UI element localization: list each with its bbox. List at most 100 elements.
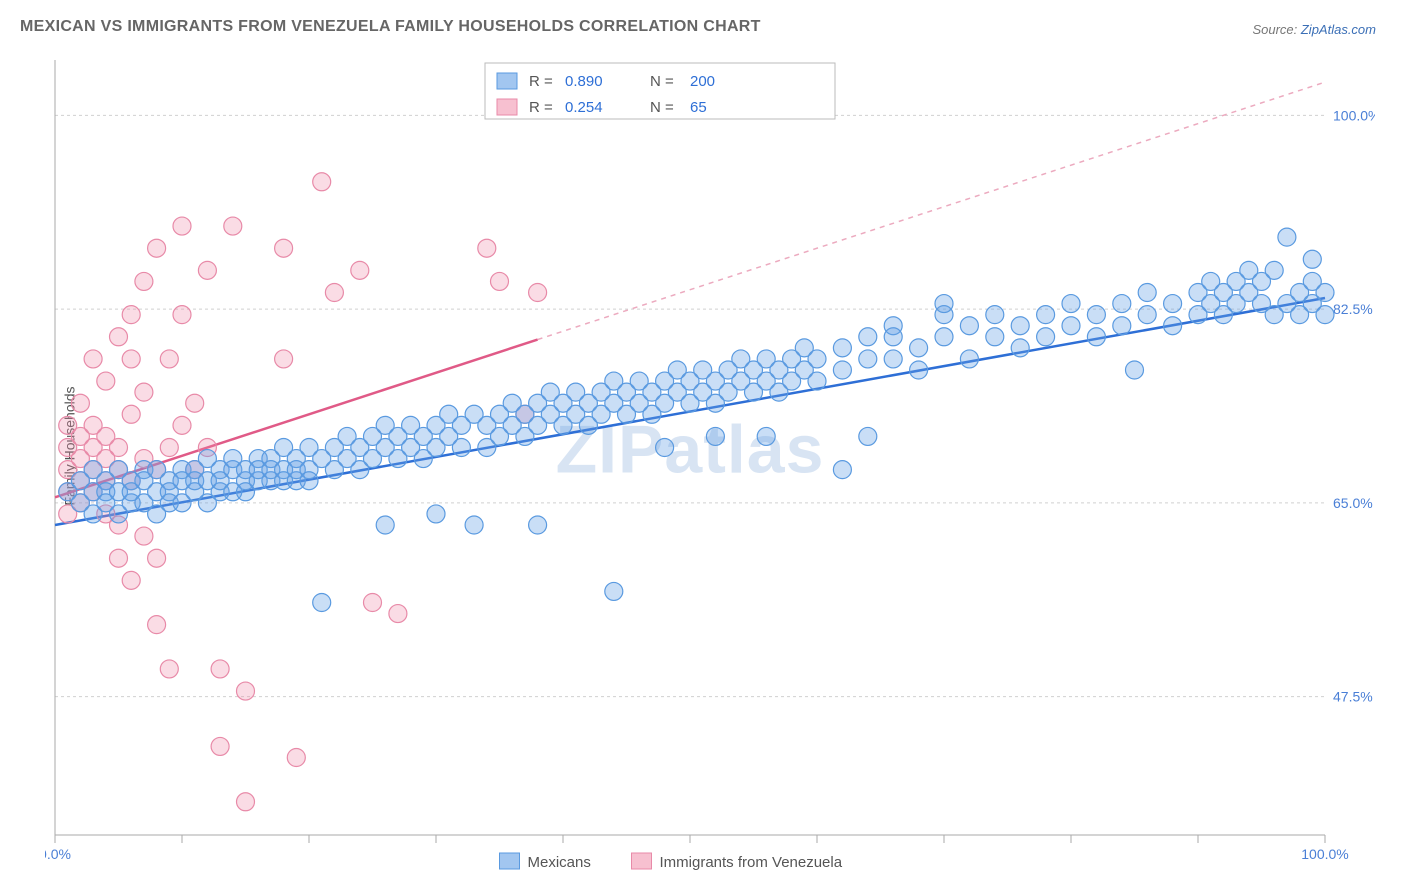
series-legend-swatch	[500, 853, 520, 869]
data-point-blue	[313, 594, 331, 612]
data-point-blue	[960, 350, 978, 368]
data-point-blue	[935, 295, 953, 313]
data-point-pink	[275, 350, 293, 368]
data-point-pink	[275, 239, 293, 257]
legend-swatch	[497, 99, 517, 115]
legend-r-label: R =	[529, 99, 553, 116]
data-point-pink	[148, 616, 166, 634]
y-tick-label: 65.0%	[1333, 495, 1373, 511]
data-point-blue	[808, 350, 826, 368]
legend-n-label: N =	[650, 99, 674, 116]
data-point-pink	[478, 239, 496, 257]
data-point-pink	[325, 284, 343, 302]
data-point-blue	[1113, 295, 1131, 313]
data-point-blue	[1087, 306, 1105, 324]
data-point-blue	[1316, 306, 1334, 324]
data-point-pink	[173, 416, 191, 434]
data-point-blue	[1138, 284, 1156, 302]
y-tick-label: 47.5%	[1333, 689, 1373, 705]
data-point-pink	[389, 605, 407, 623]
data-point-blue	[859, 427, 877, 445]
legend-r-value: 0.254	[565, 99, 603, 116]
data-point-blue	[1126, 361, 1144, 379]
y-tick-label: 82.5%	[1333, 301, 1373, 317]
data-point-pink	[160, 660, 178, 678]
data-point-blue	[1316, 284, 1334, 302]
data-point-blue	[427, 505, 445, 523]
data-point-pink	[122, 306, 140, 324]
data-point-blue	[529, 516, 547, 534]
data-point-blue	[1113, 317, 1131, 335]
data-point-pink	[186, 394, 204, 412]
data-point-pink	[160, 439, 178, 457]
data-point-blue	[452, 439, 470, 457]
data-point-pink	[110, 328, 128, 346]
data-point-pink	[122, 571, 140, 589]
legend-n-value: 200	[690, 73, 715, 90]
series-legend-label: Mexicans	[528, 854, 591, 871]
data-point-pink	[173, 217, 191, 235]
source-name: ZipAtlas.com	[1301, 22, 1376, 37]
correlation-scatter-chart: 47.5%65.0%82.5%100.0%ZIPatlas0.0%100.0%R…	[45, 55, 1375, 883]
data-point-blue	[833, 339, 851, 357]
data-point-pink	[173, 306, 191, 324]
legend-r-value: 0.890	[565, 73, 603, 90]
data-point-blue	[1087, 328, 1105, 346]
data-point-blue	[1303, 250, 1321, 268]
data-point-pink	[135, 383, 153, 401]
data-point-pink	[71, 394, 89, 412]
data-point-pink	[84, 350, 102, 368]
data-point-pink	[122, 350, 140, 368]
data-point-blue	[757, 427, 775, 445]
data-point-blue	[1037, 306, 1055, 324]
data-point-blue	[935, 328, 953, 346]
data-point-pink	[211, 737, 229, 755]
data-point-pink	[110, 549, 128, 567]
data-point-blue	[1011, 317, 1029, 335]
legend-r-label: R =	[529, 73, 553, 90]
legend-n-value: 65	[690, 99, 707, 116]
data-point-blue	[300, 472, 318, 490]
data-point-blue	[656, 439, 674, 457]
data-point-blue	[376, 516, 394, 534]
data-point-blue	[1037, 328, 1055, 346]
data-point-blue	[1138, 306, 1156, 324]
chart-title: MEXICAN VS IMMIGRANTS FROM VENEZUELA FAM…	[20, 18, 761, 36]
data-point-pink	[198, 261, 216, 279]
data-point-pink	[148, 549, 166, 567]
data-point-blue	[859, 350, 877, 368]
series-legend-label: Immigrants from Venezuela	[660, 854, 843, 871]
data-point-pink	[529, 284, 547, 302]
data-point-blue	[465, 516, 483, 534]
x-tick-label: 100.0%	[1301, 846, 1348, 862]
data-point-pink	[160, 350, 178, 368]
data-point-pink	[351, 261, 369, 279]
data-point-pink	[313, 173, 331, 191]
data-point-pink	[97, 372, 115, 390]
data-point-pink	[491, 272, 509, 290]
data-point-pink	[287, 749, 305, 767]
x-tick-label: 0.0%	[45, 846, 71, 862]
data-point-blue	[986, 306, 1004, 324]
data-point-blue	[1265, 261, 1283, 279]
data-point-pink	[135, 272, 153, 290]
data-point-pink	[122, 405, 140, 423]
data-point-blue	[833, 461, 851, 479]
data-point-pink	[224, 217, 242, 235]
data-point-blue	[1011, 339, 1029, 357]
data-point-blue	[884, 350, 902, 368]
source-attribution: Source: ZipAtlas.com	[1252, 22, 1376, 37]
data-point-blue	[833, 361, 851, 379]
data-point-blue	[986, 328, 1004, 346]
data-point-blue	[884, 328, 902, 346]
data-point-blue	[706, 427, 724, 445]
data-point-blue	[910, 339, 928, 357]
data-point-pink	[148, 239, 166, 257]
data-point-pink	[135, 527, 153, 545]
data-point-pink	[211, 660, 229, 678]
data-point-blue	[960, 317, 978, 335]
data-point-blue	[910, 361, 928, 379]
data-point-blue	[1062, 295, 1080, 313]
data-point-blue	[1062, 317, 1080, 335]
legend-n-label: N =	[650, 73, 674, 90]
